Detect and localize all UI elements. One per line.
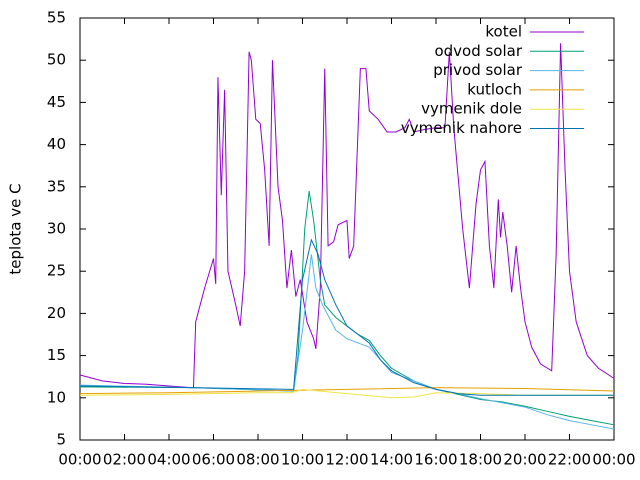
x-tick-label: 14:00 — [370, 451, 413, 469]
x-tick-label: 00:00 — [592, 451, 635, 469]
y-tick-label: 10 — [47, 388, 66, 406]
x-tick-label: 10:00 — [281, 451, 324, 469]
legend-label: kotel — [485, 23, 522, 41]
x-tick-label: 20:00 — [503, 451, 546, 469]
x-tick-label: 12:00 — [325, 451, 368, 469]
y-tick-label: 50 — [47, 51, 66, 69]
x-tick-label: 08:00 — [236, 451, 279, 469]
y-tick-label: 5 — [56, 431, 66, 449]
y-tick-label: 45 — [47, 93, 66, 111]
series-line — [79, 387, 615, 395]
y-tick-label: 55 — [47, 9, 66, 27]
x-tick-label: 00:00 — [58, 451, 101, 469]
y-tick-label: 30 — [47, 220, 66, 238]
legend-label: vymenik dole — [421, 100, 522, 118]
series-line — [79, 190, 615, 426]
x-tick-label: 02:00 — [103, 451, 146, 469]
legend-label: vymenik nahore — [401, 119, 522, 137]
series-line — [79, 388, 614, 399]
series-line — [79, 238, 614, 396]
series-line — [79, 43, 615, 389]
legend-label: kutloch — [467, 80, 522, 98]
y-tick-label: 25 — [47, 262, 66, 280]
legend-label: privod solar — [433, 61, 523, 79]
x-tick-label: 22:00 — [548, 451, 591, 469]
y-axis-label: teplota ve C — [7, 183, 25, 274]
x-tick-label: 18:00 — [459, 451, 502, 469]
x-tick-label: 06:00 — [192, 451, 235, 469]
x-tick-label: 04:00 — [147, 451, 190, 469]
y-tick-label: 20 — [47, 304, 66, 322]
y-tick-label: 15 — [47, 346, 66, 364]
y-tick-label: 35 — [47, 177, 66, 195]
legend-label: odvod solar — [434, 42, 522, 60]
x-tick-label: 16:00 — [414, 451, 457, 469]
y-tick-label: 40 — [47, 135, 66, 153]
series-line — [79, 254, 615, 430]
